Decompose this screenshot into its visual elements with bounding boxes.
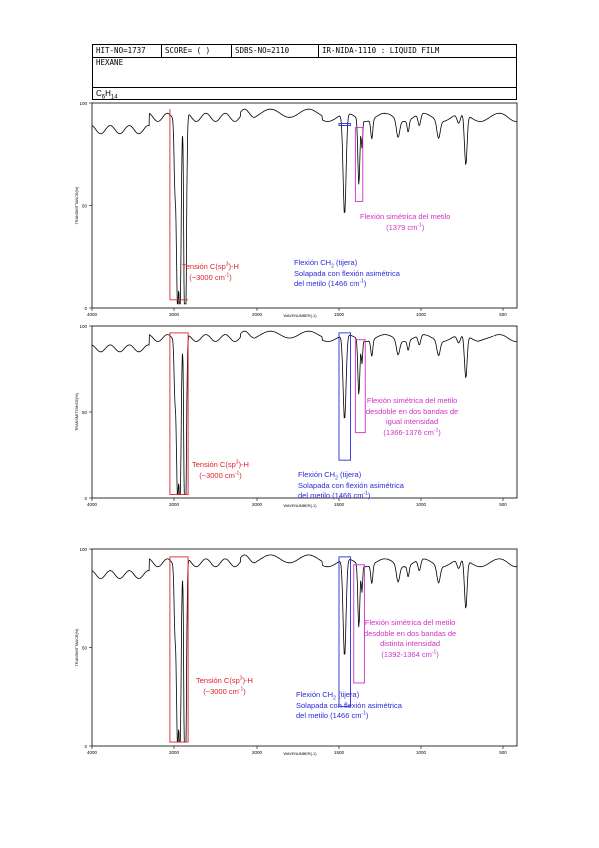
y-tick-label: 100	[79, 324, 87, 329]
band-box-magenta	[353, 564, 365, 684]
x-tick-label: 3000	[169, 750, 180, 755]
x-tick-label: 500	[499, 312, 507, 317]
hit-number: HIT-NO=1737	[96, 46, 146, 55]
band-box-magenta	[354, 127, 364, 202]
header-divider	[318, 45, 319, 57]
x-tick-label: 4000	[87, 502, 98, 507]
formula-part: 14	[110, 94, 118, 101]
band-box-blue	[338, 332, 351, 461]
formula-part: 6	[101, 94, 106, 101]
spectrum-trace	[91, 330, 518, 495]
spectrum-header: HIT-NO=1737 SCORE= ( ) SDBS-NO=2110 IR-N…	[92, 44, 517, 101]
x-tick-label: 1000	[416, 750, 427, 755]
x-axis-label: WAVENUMBER(-1)	[283, 314, 317, 318]
x-tick-label: 1000	[416, 312, 427, 317]
x-tick-label: 500	[499, 750, 507, 755]
x-tick-label: 1500	[334, 750, 345, 755]
band-box-magenta	[354, 339, 366, 434]
formula-part: C	[96, 89, 102, 98]
x-tick-label: 3000	[169, 312, 180, 317]
x-tick-label: 500	[499, 502, 507, 507]
x-axis-label: WAVENUMBER(-1)	[283, 752, 317, 756]
x-tick-label: 1000	[416, 502, 427, 507]
spectrum-trace	[91, 108, 517, 305]
x-tick-label: 2000	[252, 750, 263, 755]
formula-part: H	[105, 89, 111, 98]
band-box-blue	[338, 556, 351, 708]
band-box-red	[169, 332, 189, 496]
annotation-ch3-bend: Flexión simétrica del metilo (1379 cm-1)	[360, 212, 451, 232]
annotation-ch2-bend: Flexión CH2 (tijera) Solapada con flexió…	[298, 470, 404, 500]
y-tick-label: 0	[84, 496, 87, 501]
y-axis-label: TRANSMITTANCE(%)	[75, 186, 79, 225]
y-tick-label: 100	[79, 101, 87, 106]
header-divider	[231, 45, 232, 57]
annotation-ch-stretch: Tensión C(sp3)-H (~3000 cm-1)	[196, 675, 253, 696]
y-axis-label: TRANSMITTANCE(%)	[75, 628, 79, 667]
header-divider	[161, 45, 162, 57]
x-tick-label: 2000	[252, 312, 263, 317]
x-tick-label: 2000	[252, 502, 263, 507]
header-divider	[93, 87, 516, 88]
annotation-ch-stretch: Tensión C(sp3)-H (~3000 cm-1)	[192, 459, 249, 480]
sdbs-number: SDBS-NO=2110	[235, 46, 290, 55]
compound-name: HEXANE	[96, 58, 124, 67]
y-axis-label: TRANSMITTANCE(%)	[75, 392, 79, 431]
header-row: HIT-NO=1737 SCORE= ( ) SDBS-NO=2110 IR-N…	[93, 45, 516, 58]
y-tick-label: 50	[82, 646, 88, 651]
annotation-ch3-bend: Flexión simétrica del metilo desdoble en…	[366, 396, 459, 437]
x-tick-label: 4000	[87, 750, 98, 755]
annotation-ch2-bend: Flexión CH2 (tijera) Solapada con flexió…	[296, 690, 402, 720]
molecular-formula: C6H14	[96, 89, 118, 101]
x-tick-label: 4000	[87, 312, 98, 317]
x-tick-label: 3000	[169, 502, 180, 507]
ir-code: IR-NIDA-1110 : LIQUID FILM	[322, 46, 440, 55]
x-tick-label: 1500	[334, 502, 345, 507]
score: SCORE= ( )	[165, 46, 211, 55]
band-box-red	[169, 556, 189, 743]
annotation-ch-stretch: Tensión C(sp3)-H (~3000 cm-1)	[182, 261, 239, 282]
band-box-blue	[338, 123, 351, 126]
y-tick-label: 100	[79, 547, 87, 552]
x-tick-label: 1500	[334, 312, 345, 317]
annotation-ch2-bend: Flexión CH2 (tijera) Solapada con flexió…	[294, 258, 400, 288]
x-axis-label: WAVENUMBER(-1)	[283, 504, 317, 508]
y-tick-label: 0	[84, 306, 87, 311]
y-tick-label: 0	[84, 744, 87, 749]
spectrum-trace	[91, 554, 517, 743]
annotation-ch3-bend: Flexión simétrica del metilo desdoble en…	[364, 618, 457, 659]
y-tick-label: 50	[82, 204, 88, 209]
y-tick-label: 50	[82, 410, 88, 415]
